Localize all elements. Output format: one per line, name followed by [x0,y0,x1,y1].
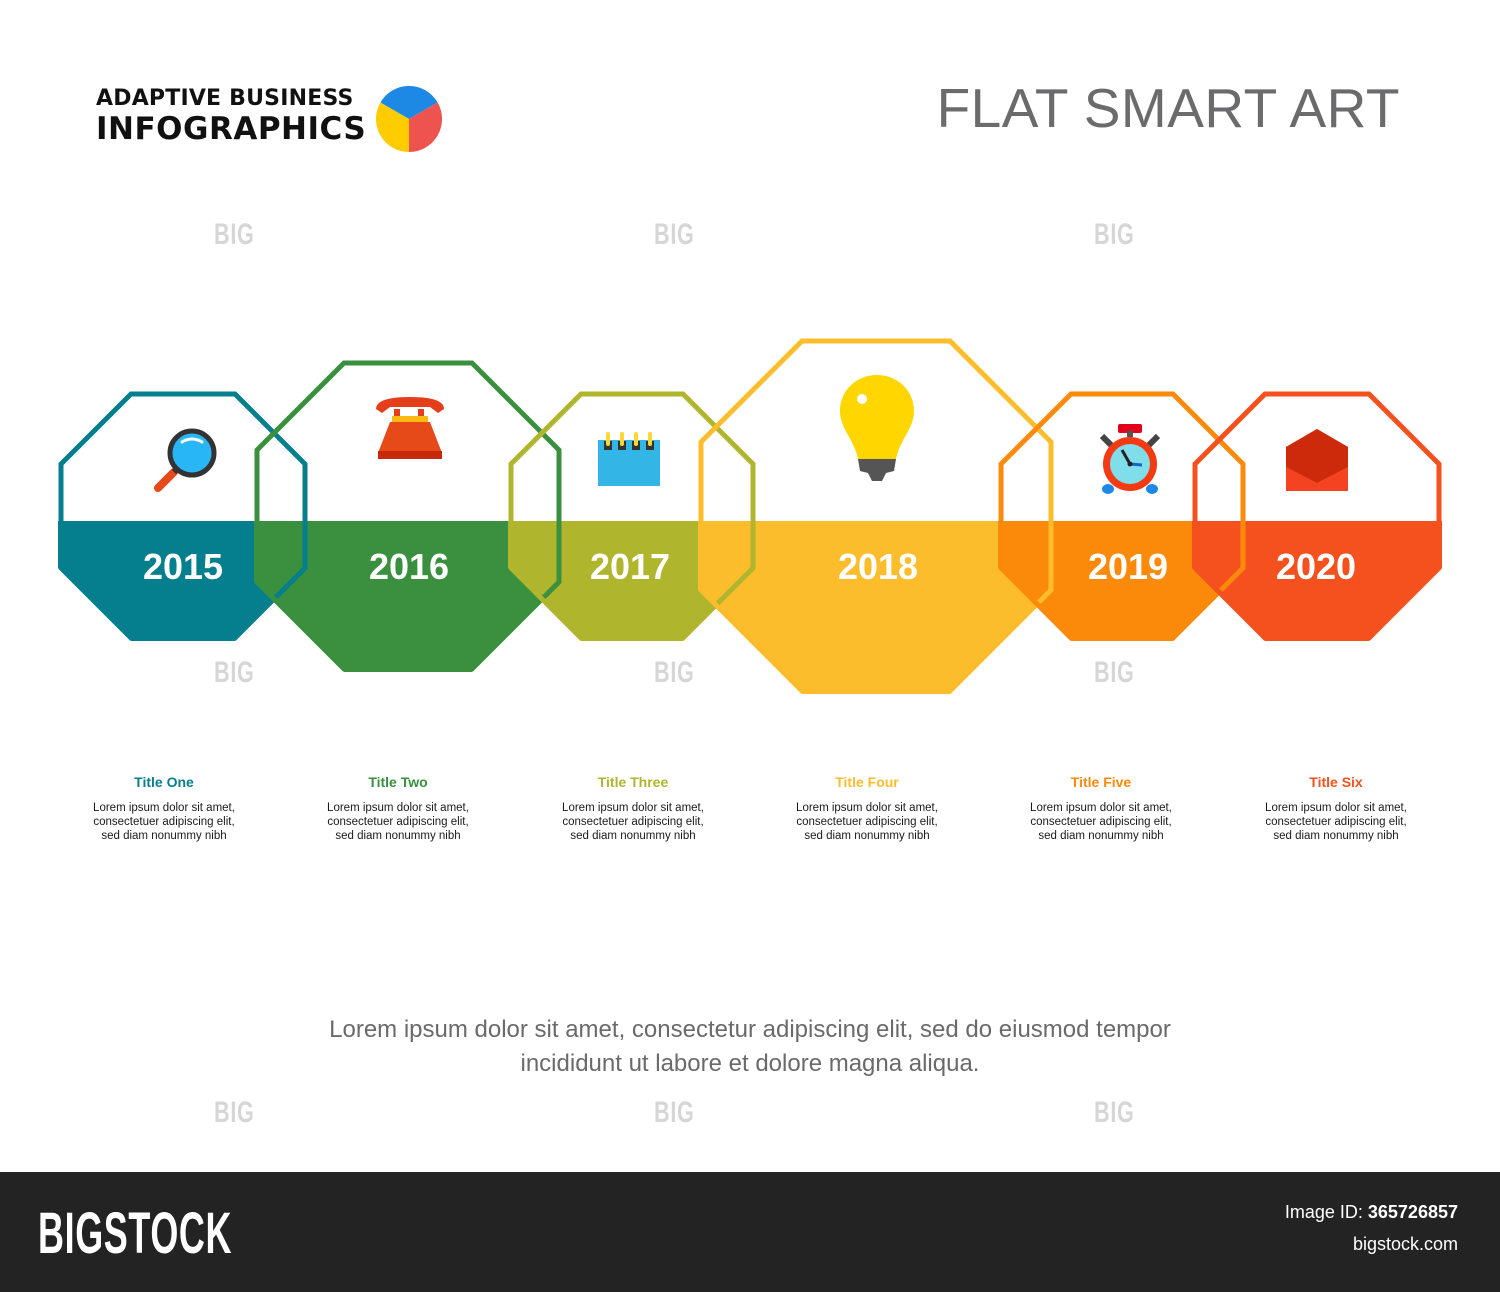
description-line: sed diam nonummy nibh [570,830,696,842]
watermark-text: BIG [214,218,255,251]
year-label-2019: 2019 [1087,546,1169,587]
octagon-fill-2016 [254,521,562,672]
description-line: Lorem ipsum dolor sit amet, [93,802,235,814]
brand-line-1: ADAPTIVE BUSINESS [96,86,354,111]
alarm-clock-icon [1099,424,1161,494]
summary-line-1: Lorem ipsum dolor sit amet, consectetur … [329,1016,1171,1043]
description-line: sed diam nonummy nibh [1038,830,1164,842]
description-line: Lorem ipsum dolor sit amet, [1030,802,1172,814]
description-line: Lorem ipsum dolor sit amet, [562,802,704,814]
description-line: consectetuer adipiscing elit, [796,816,938,828]
watermark-text: BIG [214,656,255,689]
site-link[interactable]: bigstock.com [1352,1234,1458,1254]
watermark-text: BIG [654,1096,695,1129]
step-description: Lorem ipsum dolor sit amet, consectetuer… [1226,801,1446,843]
description-line: consectetuer adipiscing elit, [93,816,235,828]
octagon-outline-2020 [1192,391,1442,641]
description-line: Lorem ipsum dolor sit amet, [1265,802,1407,814]
octagon-outline-2017 [508,391,756,641]
watermark-text: BIG [214,1096,255,1129]
summary-line-2: incididunt ut labore et dolore magna ali… [520,1050,980,1077]
envelope-icon [1286,429,1348,491]
octagon-fill-2020 [1192,521,1442,641]
step-caption-5: Title Five Lorem ipsum dolor sit amet, c… [991,773,1211,843]
step-title: Title Six [1309,774,1363,790]
octagon-outline-2015 [58,391,308,641]
year-label-2018: 2018 [837,546,919,587]
watermark-text: BIG [654,656,695,689]
watermark-text: BIG [1094,1096,1135,1129]
bigstock-logo[interactable]: BIGSTOCK [38,1201,233,1266]
step-caption-4: Title Four Lorem ipsum dolor sit amet, c… [757,773,977,843]
octagon-fill-2017 [508,521,756,641]
notepad-icon [598,432,660,486]
octagon-outline-2019 [998,391,1246,641]
brand-line-2: INFOGRAPHICS [96,111,367,147]
step-caption-1: Title One Lorem ipsum dolor sit amet, co… [54,773,274,843]
step-caption-6: Title Six Lorem ipsum dolor sit amet, co… [1226,773,1446,843]
octagon-outline-2018 [698,338,1054,694]
octagon-fill-2019 [998,521,1246,641]
page-title: FLAT SMART ART [936,77,1400,139]
step-title: Title Four [835,774,899,790]
step-title: Title Three [597,774,669,790]
watermark-text: BIG [654,218,695,251]
description-line: sed diam nonummy nibh [1273,830,1399,842]
year-label-2016: 2016 [368,546,450,587]
description-line: sed diam nonummy nibh [804,830,930,842]
step-description: Lorem ipsum dolor sit amet, consectetuer… [523,801,743,843]
magnifier-icon [154,428,217,492]
year-label-2020: 2020 [1275,546,1357,587]
description-line: sed diam nonummy nibh [101,830,227,842]
octagon-fill-2018 [698,521,1054,694]
step-description: Lorem ipsum dolor sit amet, consectetuer… [54,801,274,843]
image-id-value: 365726857 [1367,1202,1458,1222]
step-title: Title Five [1070,774,1132,790]
octagon-outline-2016 [254,360,562,672]
watermark-text: BIG [1094,218,1135,251]
description-line: consectetuer adipiscing elit, [327,816,469,828]
step-title: Title One [134,774,194,790]
description-line: consectetuer adipiscing elit, [562,816,704,828]
step-caption-3: Title Three Lorem ipsum dolor sit amet, … [523,773,743,843]
step-caption-2: Title Two Lorem ipsum dolor sit amet, co… [288,773,508,843]
brand-block: ADAPTIVE BUSINESS INFOGRAPHICS [96,86,366,146]
lightbulb-icon [840,375,914,481]
image-id-label: Image ID: [1284,1202,1363,1222]
description-line: consectetuer adipiscing elit, [1265,816,1407,828]
year-label-2015: 2015 [142,546,224,587]
step-description: Lorem ipsum dolor sit amet, consectetuer… [991,801,1211,843]
step-description: Lorem ipsum dolor sit amet, consectetuer… [757,801,977,843]
step-description: Lorem ipsum dolor sit amet, consectetuer… [288,801,508,843]
summary-note: Lorem ipsum dolor sit amet, consectetur … [200,1013,1300,1081]
description-line: Lorem ipsum dolor sit amet, [327,802,469,814]
pie-chart-icon [376,86,442,152]
telephone-icon [376,397,444,459]
description-line: sed diam nonummy nibh [335,830,461,842]
footer-bar: BIGSTOCK Image ID: 365726857 bigstock.co… [0,1172,1500,1292]
description-line: Lorem ipsum dolor sit amet, [796,802,938,814]
description-line: consectetuer adipiscing elit, [1030,816,1172,828]
watermark-text: BIG [1094,656,1135,689]
octagon-fill-2015 [58,521,308,641]
step-title: Title Two [368,774,428,790]
year-label-2017: 2017 [589,546,671,587]
image-id: Image ID: 365726857 [1285,1202,1458,1223]
